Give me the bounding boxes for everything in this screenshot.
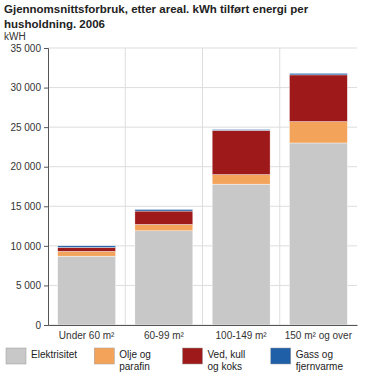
y-axis-label: kWH — [4, 31, 26, 42]
title-line: Gjennomsnittsforbruk, etter areal. kWh t… — [4, 3, 309, 15]
y-tick-mark — [44, 285, 48, 286]
bar — [135, 209, 193, 211]
legend-swatch — [183, 348, 203, 364]
bar — [135, 224, 193, 230]
y-tick-label: 10 000 — [10, 241, 41, 252]
legend-swatch — [6, 348, 26, 364]
y-tick-mark — [44, 246, 48, 247]
legend-label-line: parafin — [119, 361, 150, 372]
x-tick-label: 100-149 m² — [216, 330, 268, 341]
y-tick-mark — [44, 206, 48, 207]
bar — [58, 256, 116, 325]
y-tick: 30 000 — [10, 82, 48, 93]
x-tick-label: 60-99 m² — [144, 330, 185, 341]
x-tick-label: Under 60 m² — [59, 330, 115, 341]
y-tick: 35 000 — [10, 43, 48, 54]
y-tick-mark — [44, 127, 48, 128]
y-tick: 15 000 — [10, 201, 48, 212]
x-tick-label: 150 m² og over — [285, 330, 353, 341]
title-line: husholdning. 2006 — [4, 18, 105, 30]
x-tick: 100-149 m² — [216, 325, 268, 341]
bar — [135, 231, 193, 325]
bar — [135, 211, 193, 224]
bar — [289, 143, 347, 325]
legend-label-line: fjernvarme — [296, 361, 344, 372]
bar — [58, 247, 116, 251]
x-tick: Under 60 m² — [59, 325, 115, 341]
category-separator — [125, 48, 126, 325]
y-tick-label: 15 000 — [10, 201, 41, 212]
y-axis-line — [44, 49, 49, 326]
bar — [212, 175, 270, 184]
y-tick: 25 000 — [10, 122, 48, 133]
y-tick: 5 000 — [16, 280, 48, 291]
y-tick-label: 35 000 — [10, 43, 41, 54]
legend-item: Olje ogparafin — [94, 348, 151, 372]
y-tick-label: 20 000 — [10, 161, 41, 172]
legend-label: Ved, kullog koks — [208, 349, 246, 372]
bar — [289, 122, 347, 143]
legend-swatch — [94, 348, 114, 364]
legend-item: Gass ogfjernvarme — [271, 348, 344, 372]
bar — [212, 130, 270, 174]
y-axis: 0 5 000 10 000 15 000 20 000 25 000 30 000 35 0… — [10, 43, 48, 331]
bar — [289, 73, 347, 75]
y-tick-mark — [44, 88, 48, 89]
y-tick-mark — [44, 325, 48, 326]
chart: Gjennomsnittsforbruk, etter areal. kWh t… — [0, 0, 365, 390]
title: Gjennomsnittsforbruk, etter areal. kWh t… — [4, 3, 309, 30]
legend-item: Elektrisitet — [6, 348, 77, 364]
legend-label: Elektrisitet — [31, 349, 77, 360]
legend-label-line: Gass og — [296, 349, 333, 360]
category-separator — [279, 48, 280, 325]
legend-swatch — [271, 348, 291, 364]
bars — [58, 73, 348, 325]
bar — [212, 129, 270, 131]
x-tick: 60-99 m² — [144, 325, 185, 341]
y-tick-label: 0 — [35, 320, 41, 331]
bar — [58, 251, 116, 256]
bar — [58, 246, 116, 248]
legend-label-line: Ved, kull — [208, 349, 246, 360]
y-tick-mark — [44, 48, 48, 49]
y-tick: 10 000 — [10, 241, 48, 252]
x-tick: 150 m² og over — [285, 325, 353, 341]
y-tick: 20 000 — [10, 161, 48, 172]
y-tick-mark — [44, 167, 48, 168]
legend-label: Olje ogparafin — [119, 349, 151, 372]
y-tick: 0 — [35, 320, 48, 331]
legend-label: Gass ogfjernvarme — [296, 349, 344, 372]
bar — [212, 184, 270, 325]
y-tick-label: 30 000 — [10, 82, 41, 93]
category-separator — [202, 48, 203, 325]
y-tick-label: 25 000 — [10, 122, 41, 133]
legend-label-line: og koks — [208, 361, 242, 372]
x-axis: Under 60 m² 60-99 m² 100-149 m² 150 m² og o… — [49, 325, 358, 341]
bar — [289, 75, 347, 122]
legend-label-line: Elektrisitet — [31, 349, 77, 360]
legend: Elektrisitet Olje ogparafin Ved, kullog ko… — [6, 348, 343, 372]
legend-label-line: Olje og — [119, 349, 151, 360]
y-tick-label: 5 000 — [16, 280, 41, 291]
legend-item: Ved, kullog koks — [183, 348, 246, 372]
grid — [48, 48, 357, 325]
plot: 0 5 000 10 000 15 000 20 000 25 000 30 000 35 0… — [10, 43, 357, 341]
x-axis-line — [49, 325, 358, 326]
